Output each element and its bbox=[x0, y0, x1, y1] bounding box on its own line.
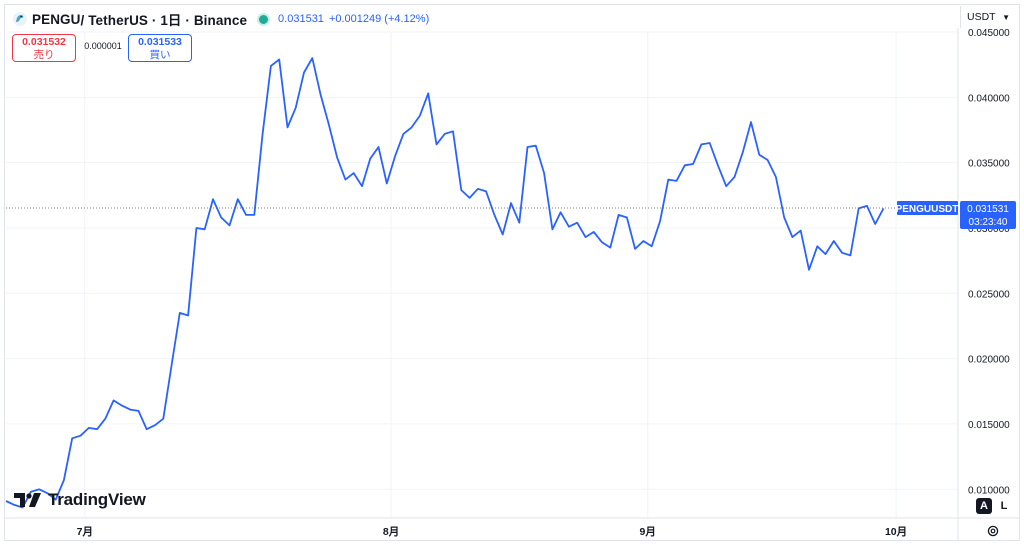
symbol-description[interactable]: / TetherUS · 1日 · Binance bbox=[80, 13, 248, 28]
tradingview-logo-icon bbox=[14, 493, 41, 507]
logo-text: TradingView bbox=[48, 490, 146, 509]
y-tick-label: 0.045000 bbox=[968, 28, 1010, 39]
y-tick-label: 0.025000 bbox=[968, 289, 1010, 300]
price-tag-value: 0.031531 bbox=[967, 204, 1009, 215]
buy-button[interactable]: 0.031533 買い bbox=[128, 34, 192, 62]
y-axis-labels: 0.045000 0.040000 0.035000 0.030000 0.025000… bbox=[968, 28, 1010, 496]
auto-scale-button[interactable]: A bbox=[976, 498, 992, 514]
buy-price: 0.031533 bbox=[138, 36, 182, 48]
y-tick-label: 0.020000 bbox=[968, 355, 1010, 366]
symbol-tag: PENGUUSDT bbox=[896, 204, 959, 215]
chart-grid bbox=[6, 31, 958, 518]
tradingview-logo[interactable]: TradingView bbox=[14, 490, 146, 510]
current-price-label: PENGUUSDT 0.031531 03:23:40 bbox=[896, 200, 1016, 229]
price-series bbox=[5, 57, 958, 509]
x-tick-label: 9月 bbox=[640, 526, 656, 538]
y-tick-label: 0.030000 bbox=[968, 224, 1010, 235]
market-status-dot bbox=[257, 12, 271, 26]
y-tick-label: 0.010000 bbox=[968, 485, 1010, 496]
price-line bbox=[5, 57, 885, 509]
last-price: 0.031531 bbox=[278, 13, 324, 25]
y-tick-label: 0.035000 bbox=[968, 159, 1010, 170]
price-tag-bg bbox=[960, 200, 1016, 229]
currency-select[interactable]: USDT ▼ bbox=[960, 6, 1016, 28]
sell-label: 売り bbox=[33, 49, 55, 61]
chart-frame bbox=[4, 4, 1020, 541]
currency-label: USDT bbox=[967, 11, 996, 23]
buy-label: 買い bbox=[149, 49, 171, 61]
symbol-name[interactable]: PENGU bbox=[32, 11, 81, 27]
chevron-down-icon: ▼ bbox=[1002, 12, 1010, 22]
sell-price: 0.031532 bbox=[22, 36, 66, 48]
log-scale-button[interactable]: L bbox=[1000, 500, 1008, 512]
settings-gear-icon[interactable] bbox=[986, 524, 1000, 538]
x-tick-label: 8月 bbox=[383, 526, 399, 538]
spread-value: 0.000001 bbox=[84, 41, 122, 51]
pengu-logo-icon bbox=[13, 12, 27, 26]
x-axis-labels: 7月 8月 9月 10月 bbox=[77, 526, 908, 538]
price-tag-countdown: 03:23:40 bbox=[969, 217, 1008, 228]
symbol-header[interactable]: PENGU / TetherUS · 1日 · Binance 0.031531… bbox=[12, 10, 429, 28]
sell-button[interactable]: 0.031532 売り bbox=[12, 34, 76, 62]
y-tick-label: 0.040000 bbox=[968, 93, 1010, 104]
x-tick-label: 7月 bbox=[77, 526, 93, 538]
price-change: +0.001249 (+4.12%) bbox=[328, 13, 430, 25]
symbol-tag-bg bbox=[897, 200, 958, 215]
chart-axes bbox=[4, 28, 1020, 541]
x-tick-label: 10月 bbox=[885, 526, 907, 538]
y-tick-label: 0.015000 bbox=[968, 420, 1010, 431]
